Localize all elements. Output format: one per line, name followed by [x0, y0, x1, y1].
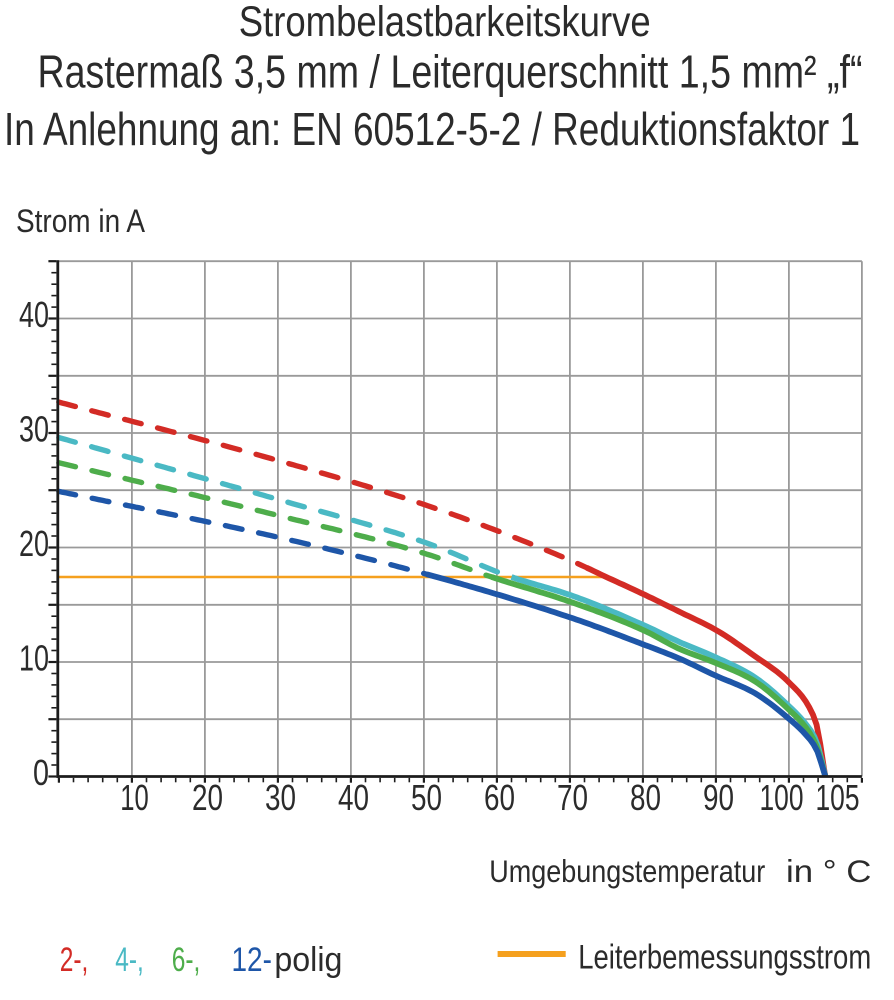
svg-text:Umgebungstemperatur: Umgebungstemperatur: [489, 853, 765, 889]
svg-text:30: 30: [265, 777, 296, 818]
svg-text:10: 10: [19, 638, 49, 679]
svg-text:30: 30: [19, 409, 49, 450]
svg-text:100: 100: [760, 777, 804, 818]
svg-text:Strom in A: Strom in A: [16, 203, 146, 239]
svg-text:50: 50: [411, 777, 442, 818]
svg-text:Leiterbemessungsstrom: Leiterbemessungsstrom: [578, 938, 871, 976]
svg-text:20: 20: [192, 777, 223, 818]
svg-text:Strombelastbarkeitskurve: Strombelastbarkeitskurve: [239, 0, 651, 46]
svg-text:60: 60: [484, 777, 515, 818]
svg-text:polig: polig: [274, 941, 342, 979]
svg-text:6-,: 6-,: [172, 941, 201, 979]
svg-text:20: 20: [19, 523, 49, 564]
svg-text:105: 105: [816, 777, 860, 818]
svg-text:10: 10: [120, 777, 149, 818]
svg-text:12-: 12-: [232, 941, 272, 979]
svg-text:40: 40: [338, 777, 369, 818]
svg-text:90: 90: [703, 777, 734, 818]
svg-text:in ° C: in ° C: [786, 853, 871, 889]
svg-text:70: 70: [557, 777, 588, 818]
svg-text:In Anlehnung an: EN 60512-5-2: In Anlehnung an: EN 60512-5-2 / Reduktio…: [4, 103, 860, 155]
svg-text:40: 40: [19, 294, 49, 335]
svg-text:80: 80: [630, 777, 661, 818]
svg-text:4-,: 4-,: [115, 941, 144, 979]
svg-text:2-,: 2-,: [60, 941, 89, 979]
svg-text:Rastermaß 3,5 mm / Leiterquers: Rastermaß 3,5 mm / Leiterquerschnitt 1,5…: [38, 46, 863, 98]
svg-text:0: 0: [33, 752, 49, 793]
